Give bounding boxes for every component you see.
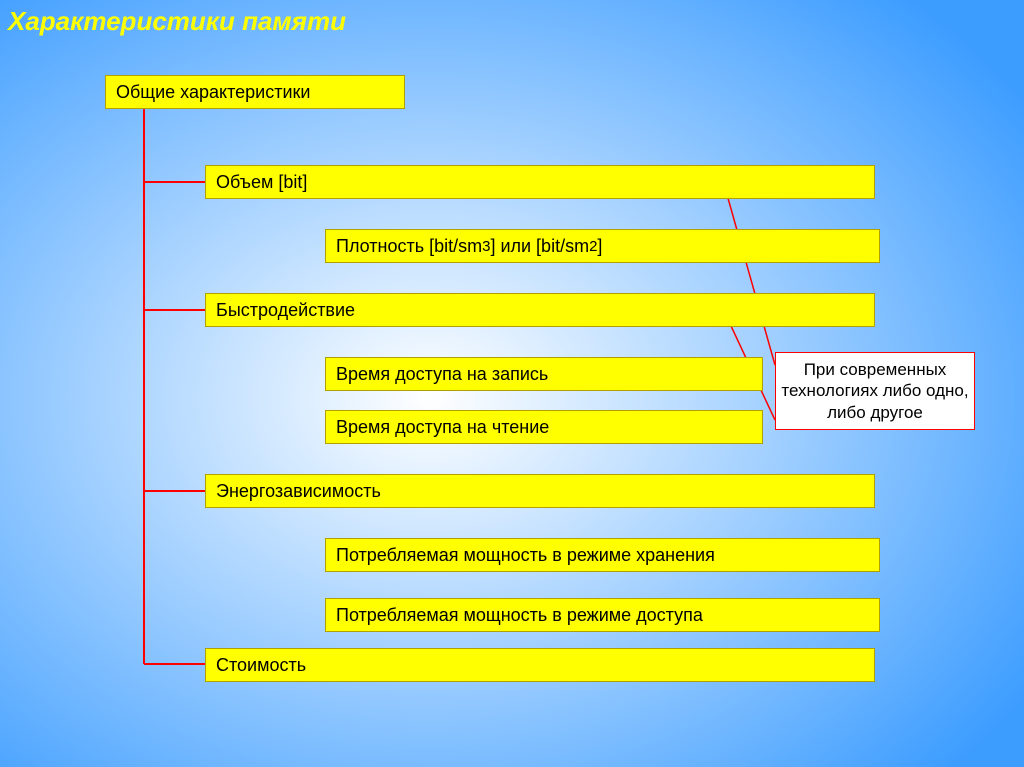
tree-node-paccess: Потребляемая мощность в режиме доступа bbox=[325, 598, 880, 632]
tree-node-cost: Стоимость bbox=[205, 648, 875, 682]
callout-box: При современных технологиях либо одно, л… bbox=[775, 352, 975, 430]
slide: Характеристики памяти Общие характеристи… bbox=[0, 0, 1024, 767]
tree-node-pstore: Потребляемая мощность в режиме хранения bbox=[325, 538, 880, 572]
tree-node-energy: Энергозависимость bbox=[205, 474, 875, 508]
slide-title: Характеристики памяти bbox=[8, 6, 346, 37]
tree-root-box: Общие характеристики bbox=[105, 75, 405, 109]
tree-node-speed: Быстродействие bbox=[205, 293, 875, 327]
callout-arrow bbox=[724, 184, 775, 365]
tree-node-density: Плотность [bit/sm3] или [bit/sm2] bbox=[325, 229, 880, 263]
tree-node-volume: Объем [bit] bbox=[205, 165, 875, 199]
tree-node-tread: Время доступа на чтение bbox=[325, 410, 763, 444]
tree-node-twrite: Время доступа на запись bbox=[325, 357, 763, 391]
